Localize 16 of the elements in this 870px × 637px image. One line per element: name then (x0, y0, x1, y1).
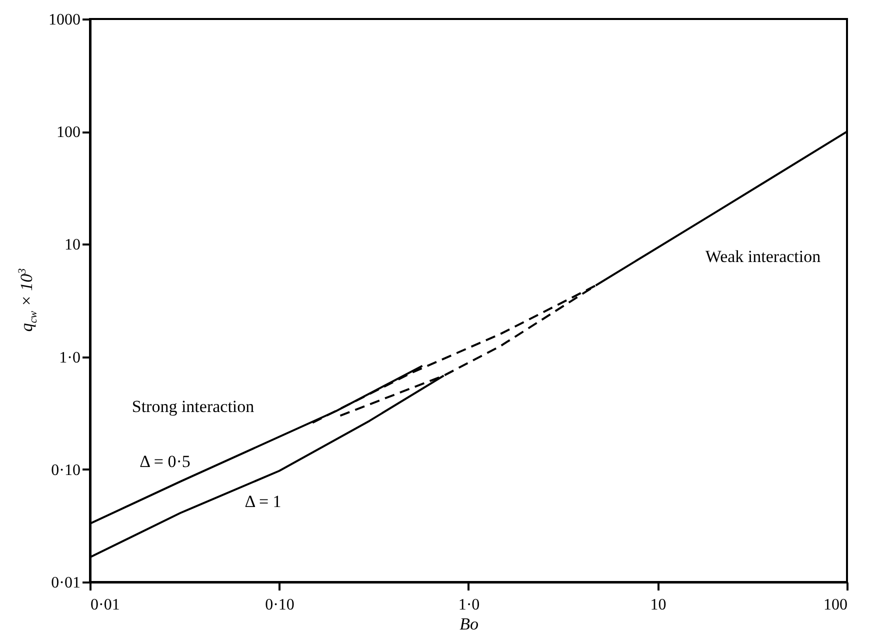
y-tick-label: 1000 (48, 12, 80, 28)
y-tick-label: 100 (56, 124, 80, 142)
y-tick-label: 10 (64, 236, 80, 254)
annotation: Δ = 1 (244, 492, 282, 511)
annotation: Δ = 0·5 (140, 452, 190, 471)
x-tick-label: 0·10 (265, 596, 294, 614)
y-tick-label: 0·01 (51, 574, 80, 592)
y-tick-label: 1·0 (59, 349, 80, 366)
x-tick-label: 1·0 (458, 596, 480, 614)
y-tick-label: 0·10 (51, 462, 80, 479)
annotation: Strong interaction (132, 397, 255, 416)
annotation: Weak interaction (705, 247, 822, 266)
x-tick-label: 10 (650, 596, 666, 614)
x-tick-label: 100 (824, 596, 848, 614)
x-tick-label: 0·01 (90, 596, 120, 614)
x-axis-title: Bo (460, 614, 478, 634)
